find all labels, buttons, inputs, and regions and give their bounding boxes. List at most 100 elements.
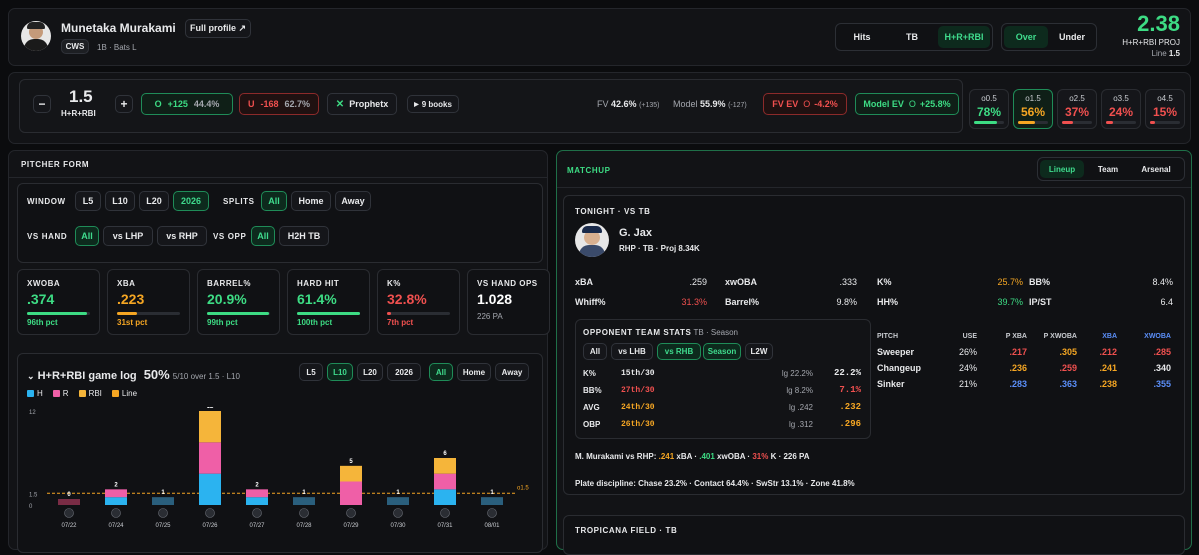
- line-label: o1.5: [517, 485, 529, 491]
- book-selector[interactable]: ✕ Prophetx: [327, 93, 397, 115]
- log-split-home[interactable]: Home: [457, 363, 491, 381]
- tab-over[interactable]: Over: [1004, 26, 1048, 48]
- pitch-pxwoba: .305: [1059, 347, 1077, 357]
- line-decrement-button[interactable]: −: [33, 95, 51, 113]
- pitch-header: XWOBA: [1144, 333, 1171, 340]
- window-l20[interactable]: L20: [139, 191, 169, 211]
- opp-all[interactable]: All: [583, 343, 607, 360]
- bar-segment-r[interactable]: [105, 489, 127, 498]
- bar-segment-rbi[interactable]: [199, 411, 221, 443]
- log-window-2026[interactable]: 2026: [387, 363, 421, 381]
- y-tick-label: 12: [29, 410, 36, 416]
- alt-line-bar: [1106, 121, 1136, 124]
- tab-team[interactable]: Team: [1097, 164, 1119, 174]
- splits-all[interactable]: All: [261, 191, 287, 211]
- team-logo-icon: [205, 508, 215, 518]
- line-increment-button[interactable]: +: [115, 95, 133, 113]
- log-window-l10[interactable]: L10: [327, 363, 353, 381]
- window-l5[interactable]: L5: [75, 191, 101, 211]
- stat-card-pct: 226 PA: [477, 312, 503, 321]
- pitcher-stat-value: 8.4%: [1152, 277, 1173, 287]
- alt-line-o4.5[interactable]: o4.5 15%: [1145, 89, 1185, 129]
- model-readout: Model 55.9% (-127): [673, 99, 747, 109]
- x-tick-label: 07/28: [296, 523, 312, 529]
- bar-segment-h[interactable]: [105, 497, 127, 505]
- over-odds-button[interactable]: O +125 44.4%: [141, 93, 233, 115]
- line-value: 1.5: [1168, 49, 1180, 58]
- opp-vs-rhb[interactable]: vs RHB: [657, 343, 701, 360]
- log-split-away[interactable]: Away: [495, 363, 529, 381]
- bar-segment-h[interactable]: [481, 497, 503, 505]
- opp-season[interactable]: Season: [703, 343, 741, 360]
- pitch-xba: .241: [1099, 363, 1117, 373]
- pitcher-stat-label: xwOBA: [725, 277, 758, 287]
- legend-swatch: [111, 390, 119, 397]
- stat-card-label: XBA: [117, 279, 136, 288]
- window-2026[interactable]: 2026: [173, 191, 209, 211]
- stat-card-pct: 31st pct: [117, 318, 148, 327]
- full-profile-link[interactable]: Full profile ↗: [185, 19, 251, 38]
- splits-home[interactable]: Home: [291, 191, 331, 211]
- bar-zero: [58, 499, 80, 505]
- tab-hits[interactable]: Hits: [853, 32, 871, 42]
- bar-segment-r[interactable]: [340, 481, 362, 506]
- under-price: -168: [260, 99, 279, 109]
- x-tick-label: 08/01: [484, 523, 500, 529]
- tab-tb[interactable]: TB: [906, 32, 918, 42]
- vs-opp-h2h[interactable]: H2H TB: [279, 226, 329, 246]
- bar-segment-h[interactable]: [387, 497, 409, 505]
- bar-segment-r[interactable]: [246, 489, 268, 498]
- model-pct: 55.9%: [700, 99, 726, 109]
- splits-away[interactable]: Away: [335, 191, 371, 211]
- pitcher-info: RHP · TB · Proj 8.34K: [619, 244, 700, 253]
- alt-line-o0.5[interactable]: o0.5 78%: [969, 89, 1009, 129]
- stat-card: BARREL% 20.9% 99th pct: [197, 269, 280, 335]
- opp-row-label: OBP: [583, 420, 601, 429]
- line-label: Line: [1151, 49, 1167, 58]
- bar-segment-h[interactable]: [199, 473, 221, 505]
- opp-row-league: lg .312: [788, 420, 813, 429]
- bar-segment-rbi[interactable]: [340, 465, 362, 482]
- books-count: 9 books: [421, 99, 452, 109]
- stat-card-pct: 100th pct: [297, 318, 333, 327]
- stat-card-label: XWOBA: [27, 279, 61, 288]
- bar-segment-h[interactable]: [293, 497, 315, 505]
- opp-row-league: lg 22.2%: [781, 369, 813, 378]
- vs-hand-lhp[interactable]: vs LHP: [103, 226, 153, 246]
- opp-title: OPPONENT TEAM STATS: [583, 328, 692, 337]
- legend-label: R: [62, 389, 69, 398]
- bar-segment-rbi[interactable]: [434, 458, 456, 474]
- bar-segment-r[interactable]: [199, 442, 221, 474]
- alt-line-o1.5[interactable]: o1.5 56%: [1013, 89, 1053, 129]
- log-split-all[interactable]: All: [429, 363, 453, 381]
- bar-segment-h[interactable]: [246, 497, 268, 505]
- bar-segment-h[interactable]: [434, 489, 456, 505]
- under-odds-button[interactable]: U -168 62.7%: [239, 93, 319, 115]
- vs-opp-all[interactable]: All: [251, 226, 275, 246]
- tab-lineup[interactable]: Lineup: [1040, 160, 1084, 178]
- chevron-down-icon[interactable]: ⌄: [27, 371, 35, 381]
- alt-line-o3.5[interactable]: o3.5 24%: [1101, 89, 1141, 129]
- tab-arsenal[interactable]: Arsenal: [1141, 164, 1171, 174]
- bar-segment-h[interactable]: [152, 497, 174, 505]
- pitcher-stat-value: 9.8%: [836, 297, 857, 307]
- opp-header: OPPONENT TEAM STATS TB · Season: [583, 328, 738, 337]
- alt-line-pct: 37%: [1064, 105, 1090, 119]
- log-window-l20[interactable]: L20: [357, 363, 383, 381]
- window-l10[interactable]: L10: [105, 191, 135, 211]
- pitch-name: Sweeper: [877, 347, 915, 357]
- log-window-l5[interactable]: L5: [299, 363, 323, 381]
- opp-l2w[interactable]: L2W: [745, 343, 773, 360]
- stat-card-pct: 99th pct: [207, 318, 238, 327]
- alt-line-o2.5[interactable]: o2.5 37%: [1057, 89, 1097, 129]
- opp-vs-lhb[interactable]: vs LHB: [611, 343, 653, 360]
- bar-segment-r[interactable]: [434, 473, 456, 490]
- books-count-button[interactable]: ▶ 9 books: [407, 95, 459, 113]
- vs-hand-rhp[interactable]: vs RHP: [157, 226, 207, 246]
- player-name: Munetaka Murakami: [61, 21, 176, 35]
- pitcher-name: G. Jax: [619, 227, 653, 239]
- vs-hand-all[interactable]: All: [75, 226, 99, 246]
- tab-h-r-rbi[interactable]: H+R+RBI: [938, 26, 990, 48]
- vs-line-xwoba-label: xwOBA ·: [717, 452, 751, 461]
- tab-under[interactable]: Under: [1058, 32, 1085, 42]
